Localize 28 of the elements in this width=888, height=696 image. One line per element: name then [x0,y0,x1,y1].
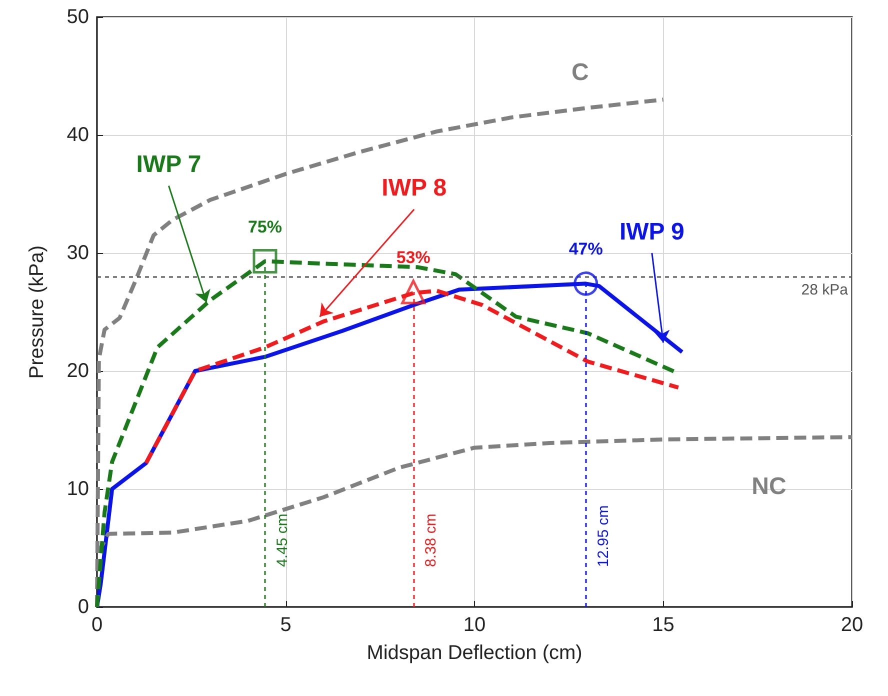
ref-line-label: 28 kPa [801,282,849,299]
series-label: C [572,58,589,86]
text: IWP 7 [136,151,202,178]
y-tick-label: 20 [66,360,89,382]
y-axis-title: Pressure (kPa) [26,245,48,379]
ref-line-label: 4.45 cm [274,514,291,567]
x-tick-label: 5 [280,614,292,636]
y-tick-label: 10 [66,478,89,500]
ref-line-label: 8.38 cm [422,514,440,567]
x-axis-title: Midspan Deflection (cm) [366,642,582,664]
y-tick-label: 50 [66,6,89,28]
point [252,249,278,274]
annotation: 75% [248,217,282,236]
x-tick-label: 10 [463,614,486,636]
ref-line-label: 12.95 cm [594,505,612,567]
annotation: 53% [396,248,430,267]
series-label: IWP 9 [619,218,684,246]
y-tick-label: 30 [66,242,89,264]
annotation: 47% [568,240,603,259]
point [574,271,598,296]
text: IWP 8 [382,174,447,202]
x-tick-label: 0 [91,614,103,636]
point [401,280,426,304]
x-tick-label: 15 [652,614,674,636]
y-tick-label: 0 [78,596,89,618]
y-tick-label: 40 [66,124,89,146]
series-label: NC [752,473,786,500]
x-tick-label: 20 [840,614,864,636]
